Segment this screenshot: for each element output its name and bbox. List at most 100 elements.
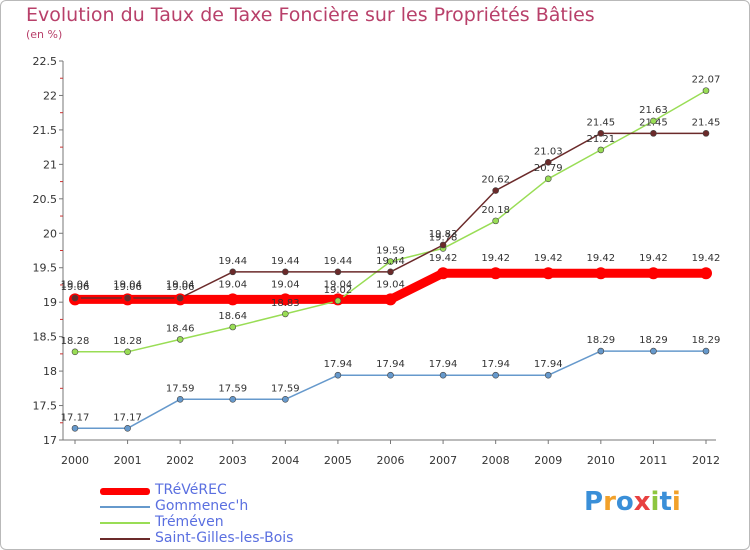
legend-label: Gommenec'h [155, 498, 249, 514]
data-point [702, 130, 710, 137]
x-tick-label: 2012 [692, 454, 720, 467]
data-point [282, 396, 289, 403]
data-point [124, 348, 131, 356]
data-label: 21.45 [692, 117, 721, 128]
y-tick-label: 18.5 [33, 331, 58, 344]
logo-letter: r [603, 487, 616, 517]
data-point [544, 158, 552, 166]
data-label: 17.94 [429, 359, 458, 370]
data-point [282, 268, 289, 276]
legend-swatch [100, 538, 150, 540]
data-label: 19.59 [376, 246, 405, 257]
data-label: 19.04 [218, 279, 247, 290]
x-tick-label: 2008 [482, 454, 510, 467]
y-tick-label: 22.5 [33, 55, 58, 68]
data-label: 17.59 [166, 383, 195, 394]
x-tick-label: 2011 [639, 454, 667, 467]
data-label: 18.64 [218, 311, 247, 322]
x-tick-label: 2002 [166, 454, 194, 467]
data-point [492, 371, 499, 379]
data-point [71, 294, 79, 302]
data-point [282, 310, 289, 318]
data-label: 19.42 [429, 253, 458, 264]
x-tick-label: 2007 [429, 454, 457, 467]
y-tick-label: 17 [43, 434, 57, 447]
data-point [492, 187, 499, 194]
data-point [439, 371, 447, 379]
data-point [650, 117, 657, 125]
data-label: 19.06 [166, 282, 195, 293]
logo-letter: t [659, 487, 672, 517]
data-label: 17.17 [61, 412, 90, 423]
legend-label: Saint-Gilles-les-Bois [155, 530, 294, 546]
data-label: 19.04 [166, 279, 195, 290]
data-label: 18.29 [692, 335, 721, 346]
series-line-2 [74, 89, 707, 353]
logo-letter: P [584, 487, 604, 517]
y-tick-label: 18 [43, 365, 57, 378]
data-point [334, 268, 342, 276]
data-point [387, 371, 394, 379]
data-point [597, 146, 605, 154]
y-tick-label: 21 [43, 158, 57, 171]
data-point [176, 396, 184, 403]
series-labels: 19.04 19.04 19.04 19.04 19.04 19.04 19.04 19.42… [61, 75, 721, 424]
data-point [439, 241, 447, 249]
data-point [176, 294, 184, 302]
data-label: 17.17 [113, 412, 142, 423]
data-point [71, 348, 79, 356]
data-label: 19.42 [587, 253, 616, 264]
data-point [176, 336, 184, 343]
logo-letter: x [633, 487, 651, 517]
data-label: 19.78 [429, 232, 458, 243]
data-label: 19.04 [271, 279, 300, 290]
data-label: 19.04 [376, 279, 405, 290]
data-point [650, 130, 657, 137]
data-label: 17.94 [376, 359, 405, 370]
data-point [597, 130, 605, 137]
data-point [229, 323, 237, 331]
legend-swatch [100, 488, 150, 495]
data-point [489, 267, 502, 280]
series-points [69, 87, 712, 432]
x-tick-label: 2000 [61, 454, 89, 467]
legend-label: TRéVéREC [155, 482, 227, 498]
data-point [229, 396, 237, 403]
data-label: 19.04 [324, 279, 353, 290]
data-point [544, 371, 552, 379]
chart-unit-label: (en %) [26, 28, 63, 41]
data-point [124, 424, 131, 432]
data-point [544, 175, 552, 183]
data-label: 18.29 [587, 335, 616, 346]
proxiti-logo: Proxiti [584, 487, 681, 517]
x-tick-label: 2003 [219, 454, 247, 467]
data-point [492, 217, 499, 225]
data-label: 19.42 [534, 253, 563, 264]
data-label: 17.94 [481, 359, 510, 370]
data-point [279, 293, 292, 306]
data-label: 19.44 [218, 256, 247, 267]
chart-axes: 17 17.5 18 18.5 19 19.5 20 20.5 21 21.5 22 22.5 2000… [33, 55, 721, 467]
data-point [542, 267, 555, 280]
y-tick-label: 19.5 [33, 262, 58, 275]
data-point [647, 267, 660, 280]
y-tick-label: 17.5 [33, 400, 58, 413]
data-point [124, 294, 131, 302]
data-label: 21.21 [587, 134, 616, 145]
data-label: 18.83 [271, 298, 300, 309]
data-label: 20.62 [481, 175, 510, 186]
data-point [229, 268, 237, 276]
y-tick-label: 19 [43, 296, 57, 309]
legend-label: Tréméven [155, 514, 224, 530]
data-point [597, 347, 605, 355]
x-tick-label: 2006 [377, 454, 405, 467]
data-point [702, 87, 710, 94]
x-tick-label: 2004 [271, 454, 299, 467]
data-label: 17.59 [218, 383, 247, 394]
logo-letter: i [650, 487, 660, 517]
data-label: 21.45 [639, 117, 668, 128]
data-point [650, 347, 657, 355]
data-point [334, 297, 342, 305]
data-label: 20.18 [481, 205, 510, 216]
